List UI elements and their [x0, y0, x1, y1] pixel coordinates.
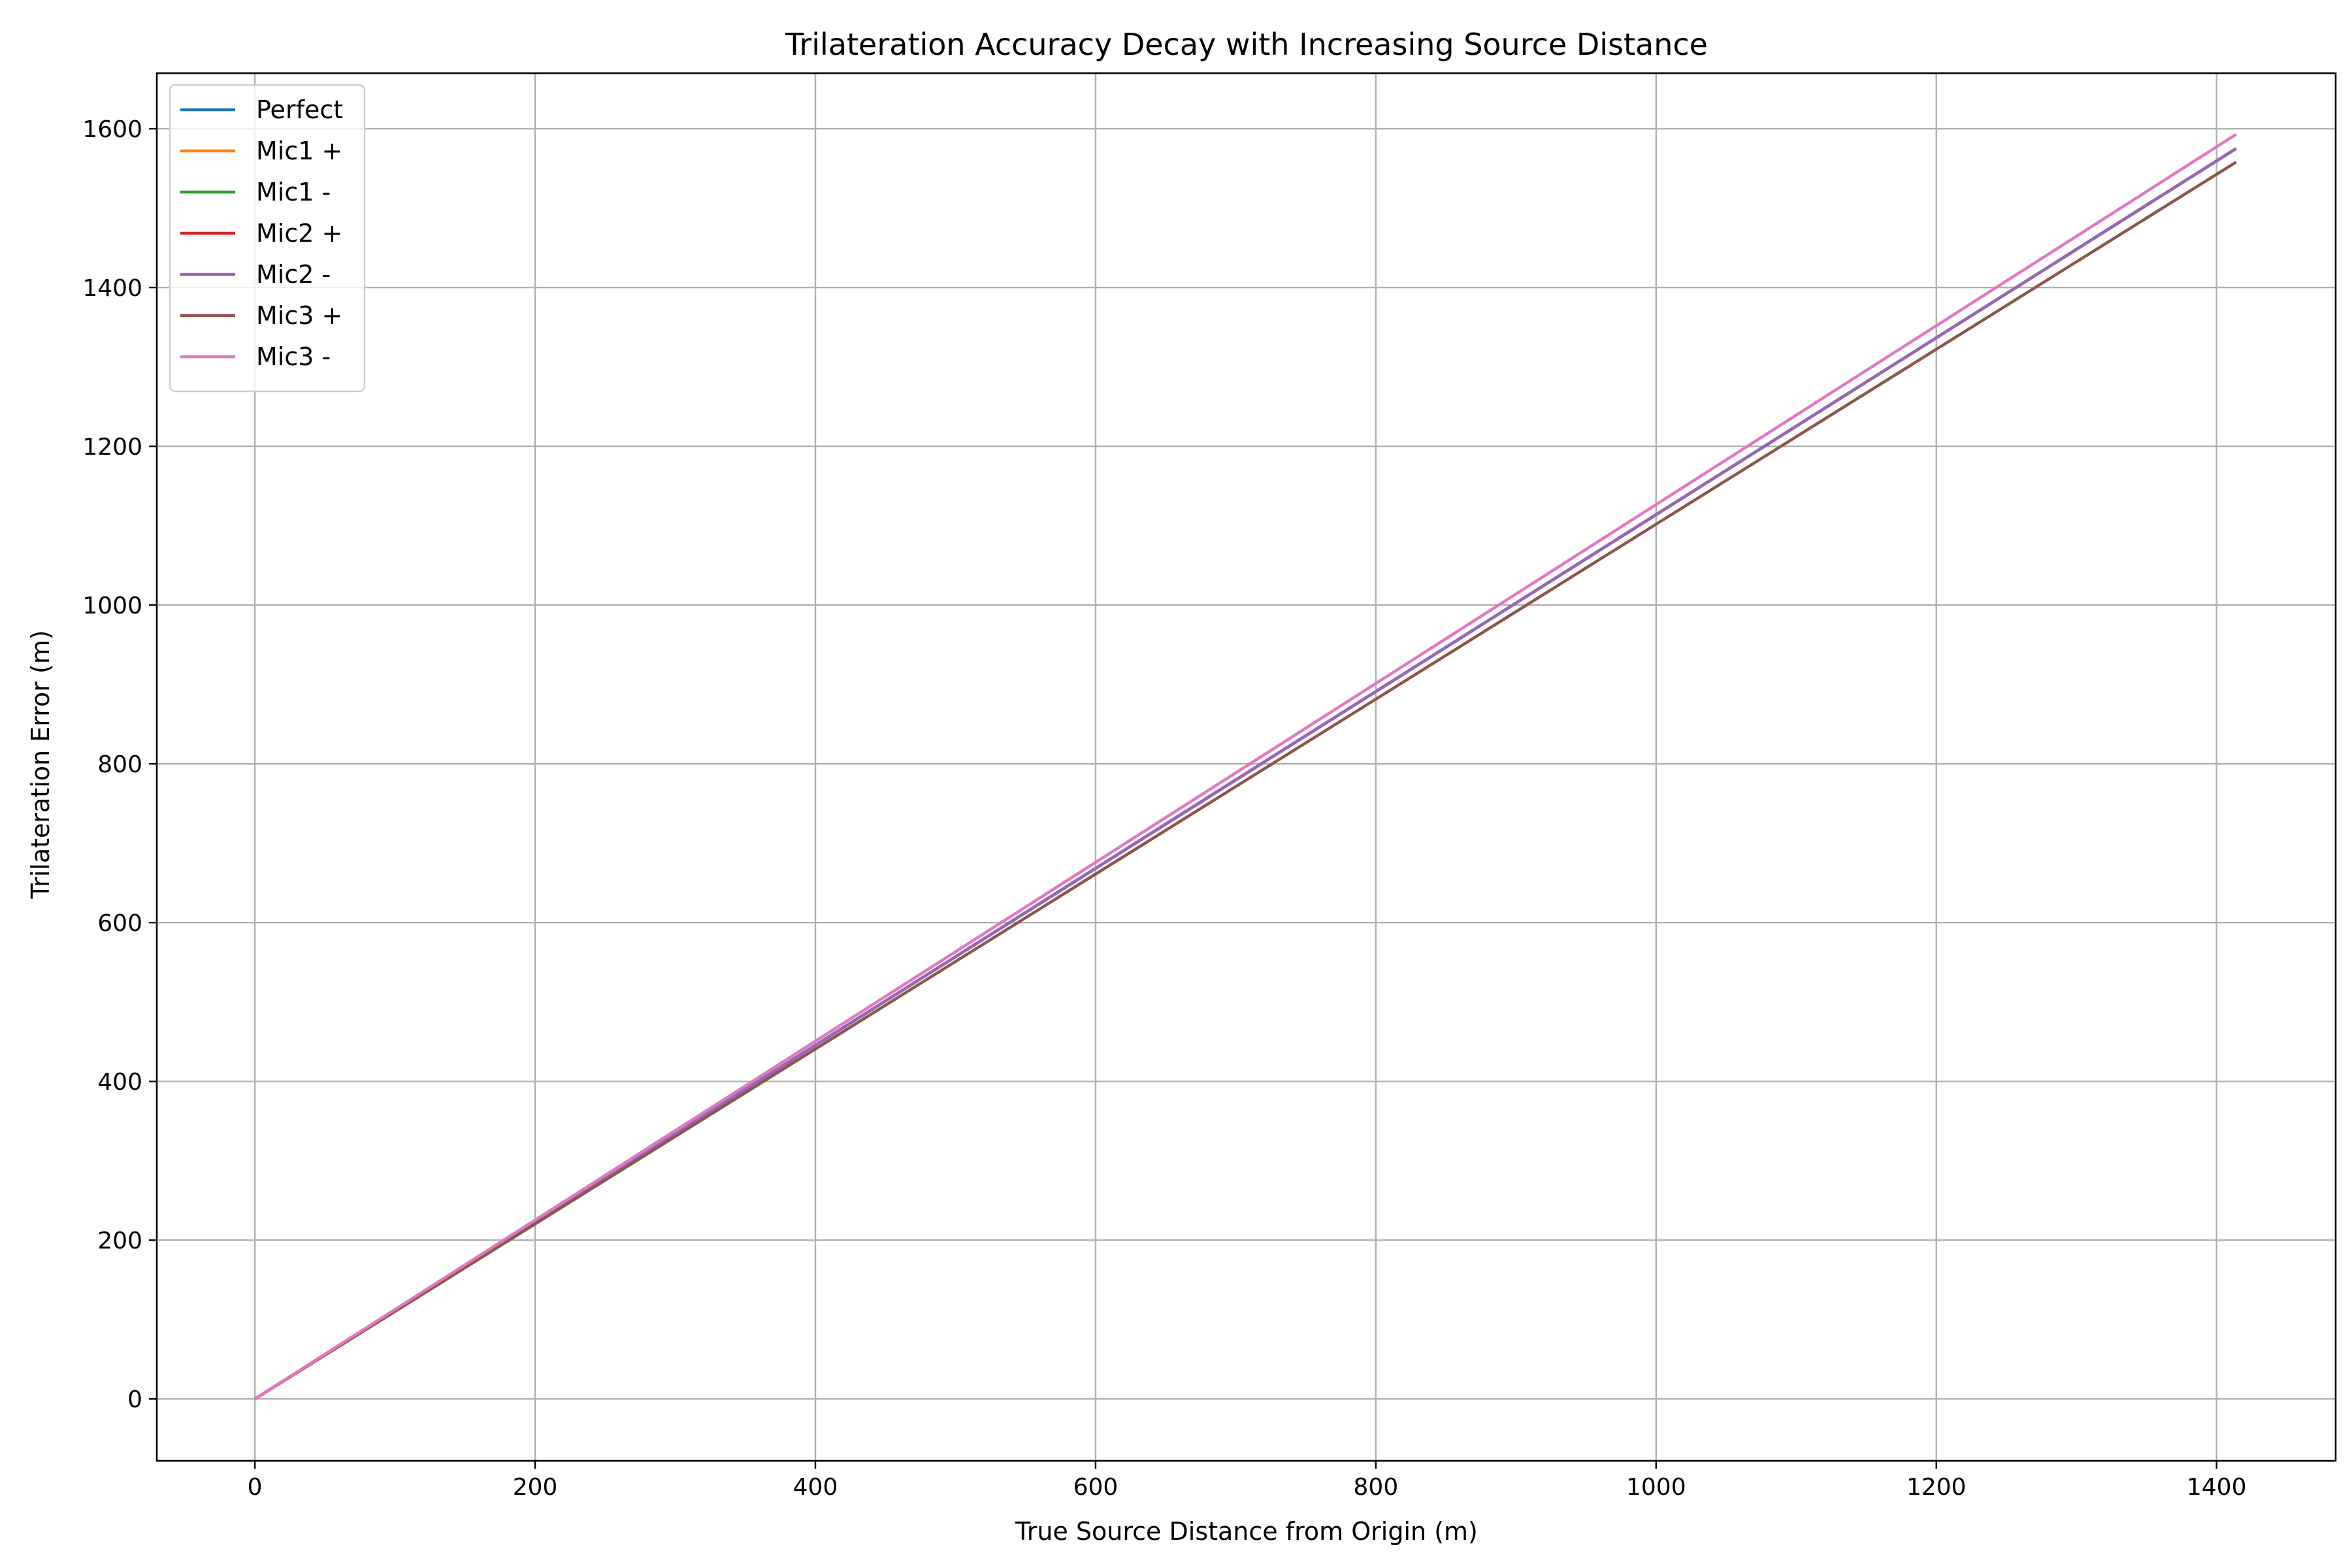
grid — [157, 73, 2336, 1461]
x-tick-label: 400 — [793, 1474, 838, 1501]
x-tick-label: 1200 — [1906, 1474, 1967, 1501]
y-tick-label: 400 — [97, 1069, 142, 1096]
legend-entry-label: Mic2 + — [256, 219, 342, 248]
legend-entry-label: Mic1 + — [256, 137, 342, 165]
series-line-mic3plus — [253, 161, 2237, 1401]
x-axis-label: True Source Distance from Origin (m) — [1015, 1517, 1478, 1546]
legend-entry-label: Mic3 - — [256, 342, 331, 371]
x-tick-label: 1000 — [1626, 1474, 1686, 1501]
series-line-mic2minus — [253, 147, 2237, 1401]
x-tick-label: 1400 — [2187, 1474, 2247, 1501]
y-tick-label: 800 — [97, 751, 142, 778]
x-tick-label: 600 — [1073, 1474, 1119, 1501]
x-tick-label: 200 — [513, 1474, 558, 1501]
y-tick-label: 1000 — [82, 593, 142, 619]
y-tick-label: 0 — [127, 1386, 142, 1413]
y-tick-label: 200 — [97, 1228, 142, 1254]
y-tick-label: 1400 — [82, 275, 142, 302]
chart-title: Trilateration Accuracy Decay with Increa… — [785, 27, 1708, 62]
legend-entry-label: Mic3 + — [256, 301, 342, 330]
y-tick-label: 1200 — [82, 434, 142, 461]
legend-entry-label: Mic1 - — [256, 178, 331, 206]
axis-ticks: 0 200 400 600 800 1000 1200 1400 0 200 400 600 800 10… — [82, 116, 2246, 1501]
x-tick-label: 0 — [248, 1474, 263, 1501]
y-axis-label: Trilateration Error (m) — [26, 630, 55, 899]
legend-entry-label: Perfect — [256, 95, 343, 124]
series-lines — [253, 133, 2237, 1401]
series-line-mic3minus — [253, 133, 2237, 1401]
x-tick-label: 800 — [1354, 1474, 1399, 1501]
y-tick-label: 600 — [97, 910, 142, 937]
plot-frame — [155, 72, 2337, 1462]
y-tick-label: 1600 — [82, 116, 142, 143]
legend-entry-label: Mic2 - — [256, 260, 331, 289]
legend: Perfect Mic1 + Mic1 - Mic2 + Mic2 - Mic3 + Mic… — [169, 84, 366, 393]
